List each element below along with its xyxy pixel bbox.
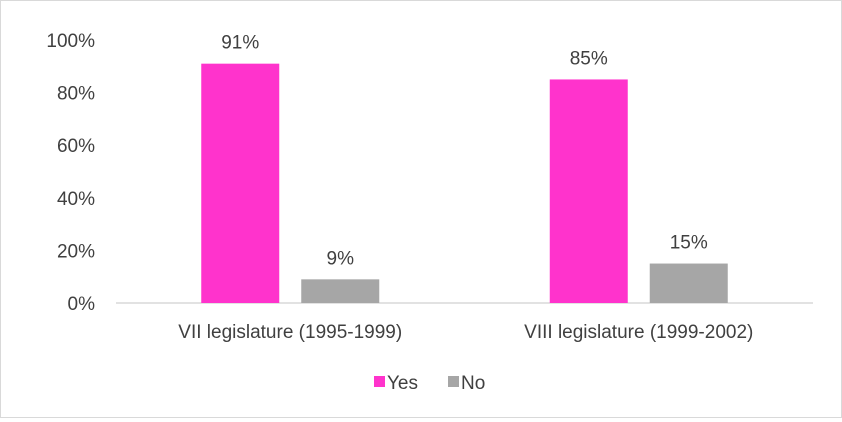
y-tick-label: 100%	[46, 31, 95, 52]
bar-yes	[201, 63, 280, 303]
legend-swatch-no	[448, 376, 459, 387]
legend: Yes No	[374, 373, 485, 394]
bar-group	[201, 63, 728, 303]
data-label: 91%	[221, 33, 259, 54]
y-tick-label: 0%	[68, 294, 96, 315]
y-axis: 0% 20% 40% 60% 80% 100%	[46, 31, 95, 315]
legend-swatch-yes	[374, 376, 385, 387]
y-tick-label: 80%	[57, 84, 95, 105]
bar-no	[301, 279, 380, 303]
x-tick-label: VII legislature (1995-1999)	[178, 322, 402, 343]
data-label: 15%	[670, 233, 708, 254]
y-tick-label: 40%	[57, 189, 95, 210]
legend-label: Yes	[387, 373, 418, 394]
x-tick-label: VIII legislature (1999-2002)	[524, 322, 753, 343]
y-tick-label: 20%	[57, 241, 95, 262]
y-tick-label: 60%	[57, 136, 95, 157]
data-label: 85%	[570, 48, 608, 69]
legend-label: No	[461, 373, 485, 394]
data-labels: 91% 9% 85% 15%	[221, 33, 708, 270]
data-label: 9%	[327, 248, 355, 269]
category-labels: VII legislature (1995-1999) VIII legislat…	[178, 322, 753, 343]
bar-yes	[549, 79, 628, 303]
bar-no	[649, 263, 728, 303]
